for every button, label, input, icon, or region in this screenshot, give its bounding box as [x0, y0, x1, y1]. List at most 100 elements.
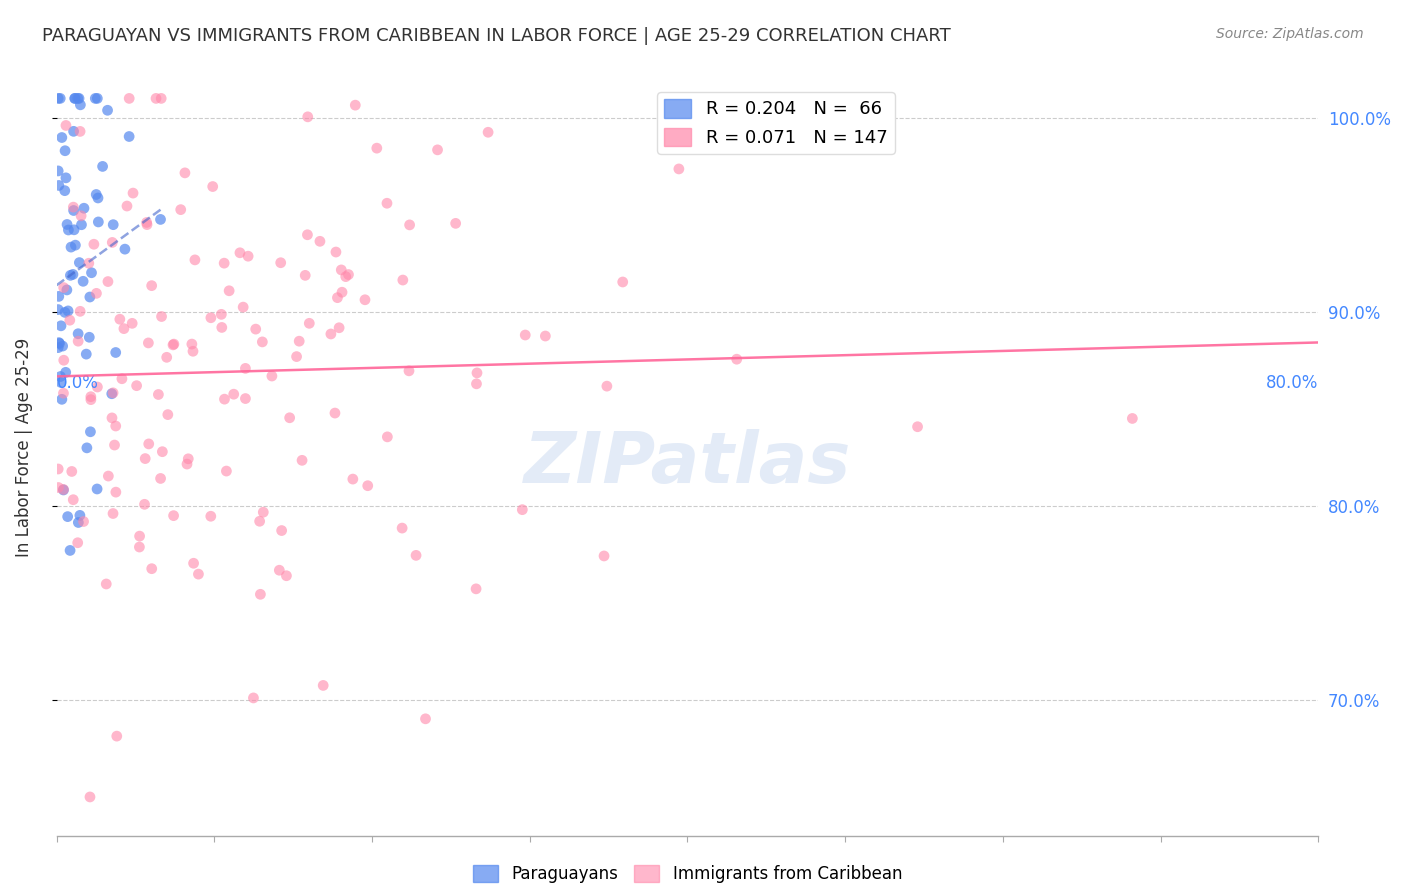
- Point: [180, 337, 202, 351]
- Point: [48, 289, 70, 303]
- Point: [145, 91, 167, 105]
- Point: [59, 313, 82, 327]
- Point: [56, 218, 79, 232]
- Point: [72, 515, 94, 529]
- Point: [53, 144, 76, 158]
- Point: [245, 322, 267, 336]
- Point: [80, 390, 103, 404]
- Point: [176, 457, 198, 471]
- Point: [907, 419, 929, 434]
- Point: [398, 364, 420, 378]
- Point: [49, 369, 72, 384]
- Point: [269, 563, 291, 577]
- Point: [62, 268, 84, 282]
- Point: [70, 218, 93, 232]
- Point: [79, 330, 101, 344]
- Point: [66, 535, 89, 549]
- Point: [391, 521, 413, 535]
- Point: [86, 91, 108, 105]
- Point: [297, 110, 319, 124]
- Point: [62, 124, 84, 138]
- Point: [270, 524, 292, 538]
- Point: [357, 479, 380, 493]
- Y-axis label: In Labor Force | Age 25-29: In Labor Force | Age 25-29: [15, 338, 32, 558]
- Point: [276, 568, 298, 582]
- Point: [46, 302, 69, 317]
- Point: [101, 411, 124, 425]
- Point: [288, 334, 311, 349]
- Point: [101, 235, 124, 250]
- Point: [75, 347, 97, 361]
- Point: [67, 334, 90, 348]
- Point: [97, 275, 120, 289]
- Point: [56, 283, 79, 297]
- Point: [72, 274, 94, 288]
- Point: [138, 335, 160, 350]
- Point: [326, 291, 349, 305]
- Point: [150, 444, 173, 458]
- Point: [201, 179, 224, 194]
- Point: [465, 376, 488, 391]
- Point: [62, 492, 84, 507]
- Point: [156, 351, 179, 365]
- Point: [593, 549, 616, 563]
- Point: [52, 353, 75, 368]
- Point: [149, 471, 172, 485]
- Point: [48, 481, 70, 495]
- Point: [134, 451, 156, 466]
- Point: [270, 256, 292, 270]
- Point: [174, 166, 197, 180]
- Point: [121, 316, 143, 330]
- Point: [52, 386, 75, 401]
- Point: [46, 462, 69, 476]
- Point: [366, 141, 388, 155]
- Point: [136, 218, 159, 232]
- Point: [398, 218, 420, 232]
- Point: [103, 438, 125, 452]
- Point: [426, 143, 449, 157]
- Point: [63, 91, 86, 105]
- Point: [184, 252, 207, 267]
- Point: [104, 345, 127, 359]
- Point: [323, 406, 346, 420]
- Point: [405, 549, 427, 563]
- Point: [229, 245, 252, 260]
- Point: [49, 91, 72, 105]
- Point: [91, 160, 114, 174]
- Point: [252, 334, 274, 349]
- Point: [48, 335, 70, 350]
- Point: [135, 215, 157, 229]
- Point: [330, 285, 353, 300]
- Point: [87, 191, 110, 205]
- Text: Source: ZipAtlas.com: Source: ZipAtlas.com: [1216, 27, 1364, 41]
- Point: [80, 266, 103, 280]
- Point: [170, 202, 193, 217]
- Point: [162, 338, 184, 352]
- Point: [249, 587, 271, 601]
- Text: PARAGUAYAN VS IMMIGRANTS FROM CARIBBEAN IN LABOR FORCE | AGE 25-29 CORRELATION C: PARAGUAYAN VS IMMIGRANTS FROM CARIBBEAN …: [42, 27, 950, 45]
- Point: [63, 223, 86, 237]
- Point: [53, 305, 76, 319]
- Point: [294, 268, 316, 283]
- Point: [162, 508, 184, 523]
- Point: [70, 209, 93, 223]
- Point: [84, 91, 107, 105]
- Point: [49, 376, 72, 390]
- Point: [235, 392, 257, 406]
- Point: [330, 263, 353, 277]
- Point: [128, 529, 150, 543]
- Point: [60, 240, 83, 254]
- Point: [52, 483, 75, 497]
- Point: [73, 201, 96, 215]
- Point: [79, 290, 101, 304]
- Point: [297, 227, 319, 242]
- Point: [62, 203, 84, 218]
- Point: [77, 256, 100, 270]
- Point: [149, 212, 172, 227]
- Point: [69, 124, 91, 138]
- Point: [86, 482, 108, 496]
- Point: [69, 508, 91, 523]
- Point: [52, 339, 75, 353]
- Point: [53, 184, 76, 198]
- Point: [49, 318, 72, 333]
